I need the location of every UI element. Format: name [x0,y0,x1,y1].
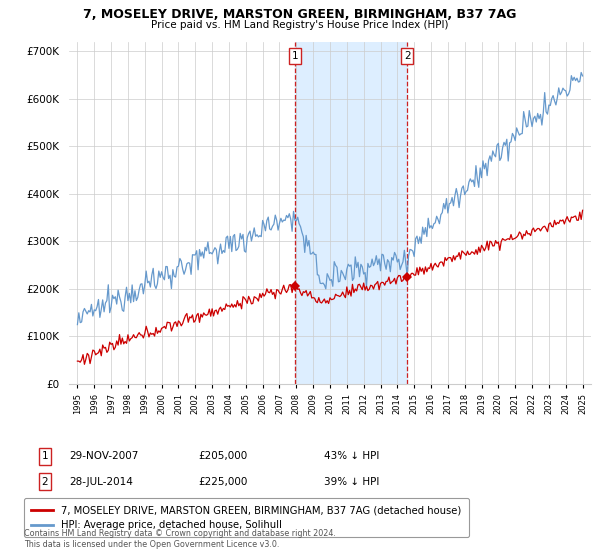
Text: 39% ↓ HPI: 39% ↓ HPI [324,477,379,487]
Text: 28-JUL-2014: 28-JUL-2014 [69,477,133,487]
Text: 29-NOV-2007: 29-NOV-2007 [69,451,139,461]
Text: 43% ↓ HPI: 43% ↓ HPI [324,451,379,461]
Text: Contains HM Land Registry data © Crown copyright and database right 2024.
This d: Contains HM Land Registry data © Crown c… [24,529,336,549]
Text: 2: 2 [404,52,410,62]
Text: £205,000: £205,000 [198,451,247,461]
Bar [295,42,407,384]
Text: 1: 1 [292,52,298,62]
Text: 2: 2 [41,477,49,487]
Text: 7, MOSELEY DRIVE, MARSTON GREEN, BIRMINGHAM, B37 7AG: 7, MOSELEY DRIVE, MARSTON GREEN, BIRMING… [83,8,517,21]
Text: Price paid vs. HM Land Registry's House Price Index (HPI): Price paid vs. HM Land Registry's House … [151,20,449,30]
Text: £225,000: £225,000 [198,477,247,487]
Text: 1: 1 [41,451,49,461]
Legend: 7, MOSELEY DRIVE, MARSTON GREEN, BIRMINGHAM, B37 7AG (detached house), HPI: Aver: 7, MOSELEY DRIVE, MARSTON GREEN, BIRMING… [25,498,469,538]
